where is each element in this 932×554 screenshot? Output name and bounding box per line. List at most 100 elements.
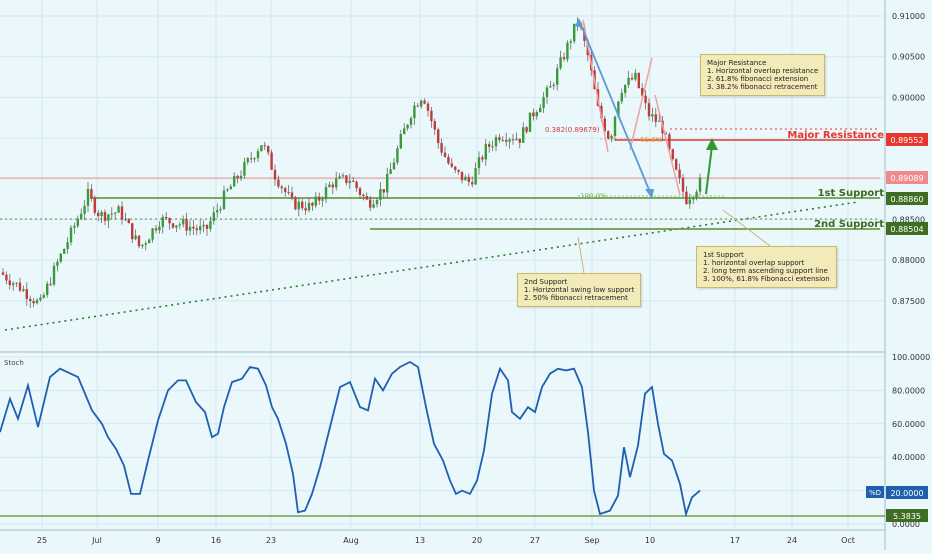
candle-body (685, 191, 688, 204)
candle-body (399, 134, 402, 149)
candlestick-series[interactable] (1, 17, 702, 309)
price-tag-second-support-text: 0.88504 (890, 225, 923, 234)
candle-body (433, 121, 436, 130)
candle-body (467, 176, 470, 183)
candle-body (178, 224, 181, 226)
candle-body (474, 168, 477, 185)
candle-body (63, 249, 66, 254)
price-axis-tick: 0.87500 (892, 297, 925, 306)
candle-body (494, 137, 498, 147)
candle-body (90, 188, 93, 198)
price-tag-major-resistance-text: 0.89552 (890, 136, 923, 145)
fib-label-0.382: 0.382(0.89679) (545, 126, 600, 134)
candle-body (25, 289, 28, 299)
bounce-arrow (705, 145, 713, 195)
blue-arrow-head-icon (645, 189, 654, 199)
candle-body (144, 243, 147, 245)
candle-body (5, 274, 8, 281)
major-resistance-label: Major Resistance (787, 130, 884, 141)
candle-body (647, 103, 651, 117)
candle-body (324, 187, 328, 200)
candle-body (311, 202, 314, 206)
candle-body (134, 235, 137, 240)
candle-body (301, 201, 304, 209)
candle-body (294, 197, 297, 210)
candle-body (69, 227, 73, 243)
candle-body (522, 127, 525, 143)
candle-body (137, 235, 141, 247)
candle-body (603, 118, 606, 132)
candle-body (562, 57, 566, 60)
candle-body (66, 242, 69, 250)
candle-body (222, 190, 226, 209)
candle-body (664, 133, 668, 135)
time-axis-tick: Oct (841, 536, 855, 545)
stoch-legend-badge[interactable]: %D (866, 486, 884, 498)
candle-body (15, 282, 18, 284)
candle-body (219, 208, 222, 211)
candle-body (607, 131, 610, 139)
candle-body (328, 184, 331, 188)
candle-body (501, 139, 504, 141)
candle-body (338, 176, 341, 179)
candle-body (651, 114, 654, 117)
candle-body (695, 191, 698, 198)
candle-body (86, 188, 90, 206)
candle-body (637, 72, 640, 88)
candle-body (654, 114, 657, 122)
stoch-series-line[interactable] (0, 360, 701, 518)
candle-body (29, 298, 32, 302)
candle-body (634, 72, 637, 80)
candle-body (161, 216, 164, 227)
candle-body (556, 68, 559, 85)
candle-body (304, 208, 307, 211)
fib-label-61.8: 61.8% (640, 136, 663, 144)
price-tag-current: 0.89089 (886, 171, 928, 184)
candle-body (630, 77, 634, 80)
candle-body (56, 261, 59, 266)
first-support-note[interactable]: 1st Support 1. horizontal overlap suppor… (696, 246, 837, 288)
candle-body (447, 156, 450, 164)
candle-body (127, 219, 130, 224)
candle-body (403, 128, 406, 135)
second-support-note[interactable]: 2nd Support 1. Horizontal swing low supp… (517, 273, 642, 307)
time-axis-tick: Aug (343, 536, 359, 545)
candle-body (212, 212, 215, 222)
candle-body (297, 201, 300, 210)
candle-body (535, 112, 538, 117)
candle-body (416, 105, 419, 107)
candle-body (59, 253, 62, 262)
candle-body (35, 300, 39, 304)
candle-body (83, 205, 86, 214)
stoch-title: Stoch (4, 359, 24, 367)
time-axis[interactable]: 25 Jul 9 16 23 Aug 13 20 27 Sep 10 17 24 Oct (37, 536, 855, 545)
candle-body (671, 149, 674, 160)
candle-body (355, 181, 358, 189)
candle-body (73, 225, 76, 228)
candle-body (260, 145, 263, 152)
price-axis-tick: 0.88500 (892, 216, 925, 225)
candle-body (454, 166, 457, 170)
price-tag-first-support-text: 0.88860 (890, 195, 923, 204)
stoch-legend-label: %D (869, 489, 881, 497)
candle-body (321, 199, 324, 201)
candle-body (192, 226, 195, 229)
time-axis-tick: 9 (155, 536, 160, 545)
candle-body (335, 178, 338, 188)
candle-body (348, 180, 351, 183)
blue-measure-arrow (578, 19, 653, 198)
candle-body (151, 228, 154, 240)
stoch-grid (0, 356, 885, 525)
candle-body (110, 213, 113, 215)
candle-body (209, 221, 212, 229)
candle-body (246, 158, 249, 163)
candle-body (627, 77, 630, 85)
candle-body (477, 157, 481, 169)
candle-body (341, 175, 345, 177)
candle-body (678, 169, 681, 178)
candle-body (287, 191, 290, 193)
candle-body (202, 224, 205, 227)
major-resistance-note[interactable]: Major Resistance 1. Horizontal overlap r… (700, 54, 826, 96)
candle-body (199, 226, 202, 231)
